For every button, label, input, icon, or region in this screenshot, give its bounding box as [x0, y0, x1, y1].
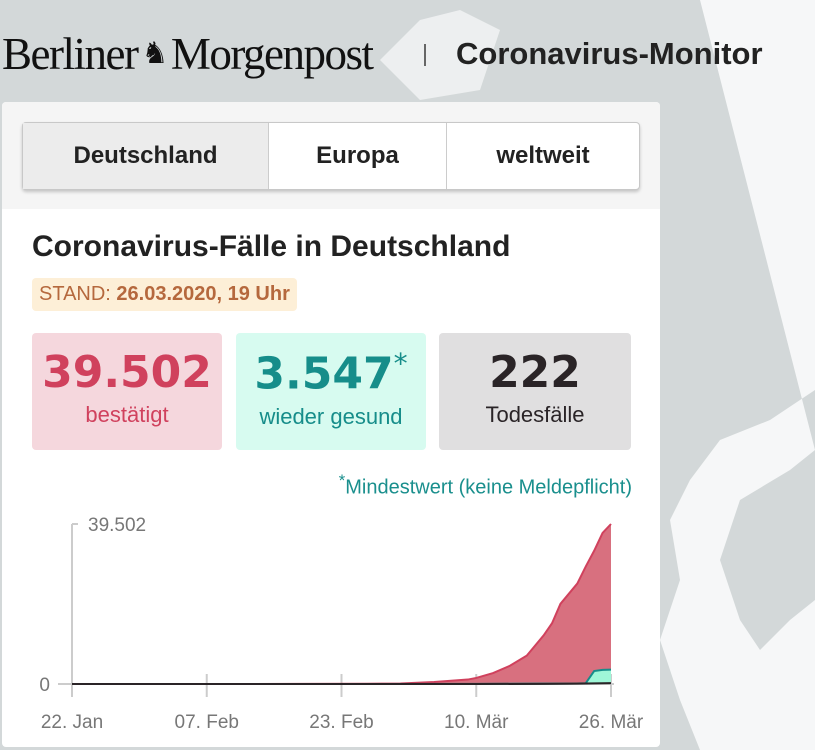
- confirmed-card: 39.502 bestätigt: [32, 333, 222, 450]
- cases-chart: 0 39.502 22. Jan 07. Feb 23. Feb 10. Mär 26. M…: [39, 515, 644, 733]
- deaths-card: 222 Todesfälle: [439, 333, 631, 450]
- tab-deutschland[interactable]: Deutschland: [23, 123, 269, 189]
- series-area-0: [72, 524, 611, 684]
- footnote-text: Mindestwert (keine Meldepflicht): [345, 476, 632, 499]
- app-title: Coronavirus-Monitor: [456, 36, 763, 71]
- x-tick-label: 26. Mär: [579, 712, 644, 733]
- tab-weltweit[interactable]: weltweit: [496, 142, 590, 169]
- x-tick-label: 07. Feb: [175, 712, 239, 733]
- x-tick-label: 23. Feb: [309, 712, 373, 733]
- region-tabbar: Deutschland Europa weltweit: [2, 102, 660, 209]
- x-tick-label: 10. Mär: [444, 712, 509, 733]
- page-title: Coronavirus-Fälle in Deutschland: [32, 230, 511, 263]
- footnote: *Mindestwert (keine Meldepflicht): [339, 471, 632, 500]
- recovered-label: wieder gesund: [259, 403, 403, 429]
- y-tick-label: 0: [39, 675, 50, 696]
- monitor-panel: Deutschland Europa weltweit Coronavirus-…: [2, 102, 660, 747]
- stand-value: 26.03.2020, 19 Uhr: [116, 283, 290, 305]
- confirmed-label: bestätigt: [85, 402, 169, 427]
- divider: [424, 44, 426, 66]
- footnote-marker: *: [338, 471, 346, 490]
- recovered-value: 3.547: [254, 348, 394, 400]
- deaths-value: 222: [489, 347, 581, 398]
- quadriga-icon: ♞: [141, 37, 168, 70]
- recovered-marker: *: [393, 347, 408, 380]
- brand-logo[interactable]: Berliner ♞Morgenpost: [2, 29, 374, 79]
- x-tick-label: 22. Jan: [41, 712, 103, 733]
- recovered-card: 3.547* wieder gesund: [236, 333, 426, 450]
- y-tick-label: 39.502: [88, 515, 146, 536]
- tab-europa[interactable]: Europa: [269, 123, 447, 189]
- deaths-label: Todesfälle: [485, 402, 585, 427]
- confirmed-value: 39.502: [42, 347, 212, 398]
- stand-label: STAND:: [39, 283, 111, 305]
- series-line-2: [71, 682, 612, 685]
- status-badge: STAND: 26.03.2020, 19 Uhr: [32, 278, 297, 311]
